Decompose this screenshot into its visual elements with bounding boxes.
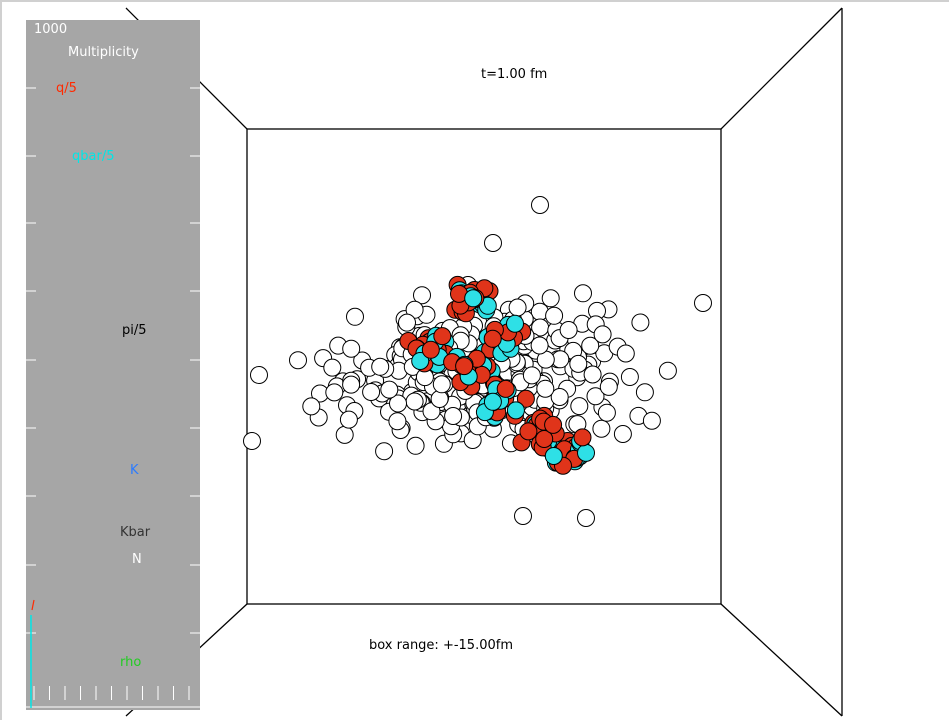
pion-particle xyxy=(432,375,451,394)
pion-particle xyxy=(694,294,712,312)
antiquark-particle xyxy=(506,401,525,420)
pion-particle xyxy=(569,354,588,373)
antiquark-particle xyxy=(483,392,502,411)
antiquark-particle xyxy=(577,443,595,462)
pion-particle xyxy=(398,313,416,332)
pion-particle xyxy=(613,425,632,443)
pion-particle xyxy=(570,397,589,416)
antiquark-particle xyxy=(506,314,524,333)
pion-particle xyxy=(597,403,616,422)
quark-particle xyxy=(573,428,592,447)
antiquark-particle xyxy=(411,352,430,370)
pion-particle xyxy=(581,336,600,355)
box-edge-bottom-right xyxy=(720,603,843,717)
pion-particle xyxy=(541,289,560,308)
legend-pi: pi/5 xyxy=(122,323,147,338)
quark-particles xyxy=(399,275,595,475)
pion-particle xyxy=(593,325,612,344)
quark-particle xyxy=(433,327,452,346)
pion-particle xyxy=(362,383,381,401)
quark-particle xyxy=(496,379,515,398)
pion-particle xyxy=(514,507,532,525)
quark-particle xyxy=(519,422,538,441)
pion-particle xyxy=(430,390,449,408)
legend-q: q/5 xyxy=(56,81,77,96)
left-border xyxy=(0,0,2,720)
box-edge-top-right xyxy=(720,7,843,130)
pion-particle xyxy=(559,321,578,339)
pion-particle xyxy=(635,383,654,402)
pion-particle xyxy=(342,339,361,358)
pion-particle xyxy=(380,380,399,399)
box-range-label: box range: +-15.00fm xyxy=(369,638,513,653)
pion-particle xyxy=(444,407,463,425)
pion-particle xyxy=(545,306,564,325)
quark-particle xyxy=(483,329,502,348)
pion-particle xyxy=(389,394,407,413)
pion-particle xyxy=(302,397,321,416)
legend-N: N xyxy=(132,552,142,567)
pion-particle xyxy=(522,366,541,385)
pion-particle xyxy=(335,425,354,444)
pion-particle xyxy=(388,412,407,431)
pion-particle xyxy=(339,410,358,429)
box-back-face xyxy=(246,128,722,605)
pion-particle xyxy=(406,436,425,455)
pion-particle xyxy=(530,336,549,355)
legend-K: K xyxy=(130,463,139,478)
quark-particle xyxy=(455,357,474,376)
legend-Kbar: Kbar xyxy=(120,525,151,540)
legend-qbar: qbar/5 xyxy=(72,149,115,164)
pion-particle xyxy=(583,365,602,384)
panel-title: Multiplicity xyxy=(68,45,139,60)
pion-particle xyxy=(325,383,344,402)
pion-particle xyxy=(346,307,364,326)
pion-particle xyxy=(658,361,677,380)
pion-particle xyxy=(375,442,394,461)
multiplicity-panel: 1000 Multiplicity q/5 qbar/5 pi/5 K Kbar… xyxy=(26,20,200,710)
top-border xyxy=(0,0,949,2)
pion-particle xyxy=(642,411,661,430)
pion-particle xyxy=(250,366,268,384)
pion-particle xyxy=(484,234,502,252)
pion-particle xyxy=(550,388,569,406)
pion-particle xyxy=(243,432,261,450)
axis-ticks xyxy=(26,87,200,708)
legend-rho: rho xyxy=(120,655,142,670)
pion-particle xyxy=(508,298,527,317)
pion-particle xyxy=(342,375,361,394)
q-trace xyxy=(31,599,35,611)
antiquark-particle xyxy=(544,447,563,465)
multiplicity-axis xyxy=(26,87,200,708)
pion-particle xyxy=(631,313,650,332)
pion-particle xyxy=(586,387,605,406)
pion-particle xyxy=(413,286,431,305)
pion-particle xyxy=(405,392,424,411)
pion-particle xyxy=(577,509,595,527)
pion-particle xyxy=(574,284,592,303)
quark-particle xyxy=(535,430,554,448)
quark-particle xyxy=(516,389,535,408)
quark-particle xyxy=(544,415,563,434)
pion-particle xyxy=(620,368,639,386)
quark-particle xyxy=(421,340,440,359)
time-label: t=1.00 fm xyxy=(481,67,548,82)
scale-value: 1000 xyxy=(34,22,68,37)
pion-particle xyxy=(289,351,307,370)
antiquark-particle xyxy=(464,289,483,308)
pion-particle xyxy=(536,379,555,398)
pion-particle xyxy=(616,344,635,363)
pion-particle xyxy=(599,377,618,396)
pion-particle xyxy=(371,357,390,376)
pion-particle xyxy=(531,196,549,214)
pion-particle xyxy=(592,419,611,438)
pion-particle xyxy=(323,358,342,377)
